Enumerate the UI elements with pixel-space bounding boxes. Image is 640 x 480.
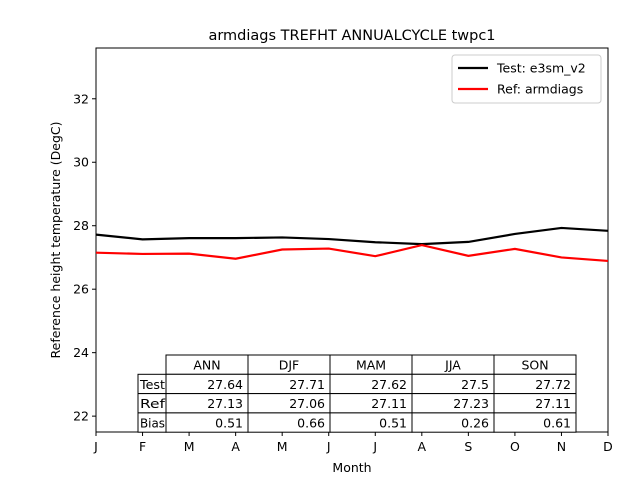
table-cell-value: 0.66 (297, 415, 325, 430)
x-tick-label: M (277, 439, 288, 454)
series-line-1 (95, 243, 609, 263)
table-cell (493, 412, 577, 433)
series-line-0 (95, 226, 609, 246)
chart-title: armdiags TREFHT ANNUALCYCLE twpc1 (208, 28, 495, 44)
y-tick-label: 26 (73, 282, 89, 297)
table-header-label: SON (521, 358, 548, 373)
x-tick-label: A (418, 439, 427, 454)
table-header-label: JJA (444, 358, 461, 373)
table-cell-value: 0.51 (215, 415, 243, 430)
y-ticks: 22 24 26 28 30 32 (73, 91, 96, 424)
table-cell-value: 27.11 (371, 396, 407, 411)
table-row-label: Ref (140, 396, 166, 411)
table-cell-value: 27.62 (371, 377, 407, 392)
y-tick-label: 22 (73, 409, 89, 424)
legend-label-0: Test: e3sm_v2 (496, 61, 586, 76)
table-cell-value: 27.11 (535, 396, 571, 411)
table-cell-value: 27.71 (289, 377, 325, 392)
y-axis-label: Reference height temperature (DegC) (48, 121, 63, 358)
table-cell-value: 0.26 (461, 415, 489, 430)
legend-label-1: Ref: armdiags (497, 82, 583, 97)
legend: Test: e3sm_v2 Ref: armdiags (451, 54, 602, 104)
table-row-label: Test (139, 377, 165, 392)
table-row-label: Bias (140, 415, 165, 430)
x-tick-label: M (184, 439, 195, 454)
x-tick-label: D (603, 439, 613, 454)
x-tick-label: S (464, 439, 472, 454)
y-tick-label: 28 (73, 218, 89, 233)
x-tick-label: N (557, 439, 566, 454)
series-layer (95, 226, 609, 263)
table-cell-value: 27.13 (207, 396, 243, 411)
table-cell-value: 27.06 (289, 396, 325, 411)
x-tick-label: J (93, 439, 98, 454)
y-tick-label: 24 (73, 345, 89, 360)
x-tick-label: F (139, 439, 146, 454)
x-tick-label: J (326, 439, 331, 454)
table-header-label: ANN (193, 358, 220, 373)
x-axis-label: Month (332, 460, 371, 475)
table-cell-value: 27.72 (535, 377, 571, 392)
stats-table: ANN DJF MAM JJA SON Test 27.64 27.71 27.62 27.5 27… (137, 354, 577, 433)
y-tick-label: 32 (73, 91, 89, 106)
y-tick-label: 30 (73, 155, 89, 170)
table-cell-value: 27.23 (453, 396, 489, 411)
table-header-label: DJF (279, 358, 300, 373)
table-cell-value: 27.5 (461, 377, 489, 392)
table-cell-value: 27.64 (207, 377, 243, 392)
table-cell-value: 0.51 (379, 415, 407, 430)
table-header-label: MAM (356, 358, 386, 373)
table-cell-value: 0.61 (543, 415, 571, 430)
legend-box (451, 54, 602, 104)
x-tick-label: A (231, 439, 240, 454)
x-tick-label: J (372, 439, 377, 454)
x-tick-label: O (510, 439, 520, 454)
